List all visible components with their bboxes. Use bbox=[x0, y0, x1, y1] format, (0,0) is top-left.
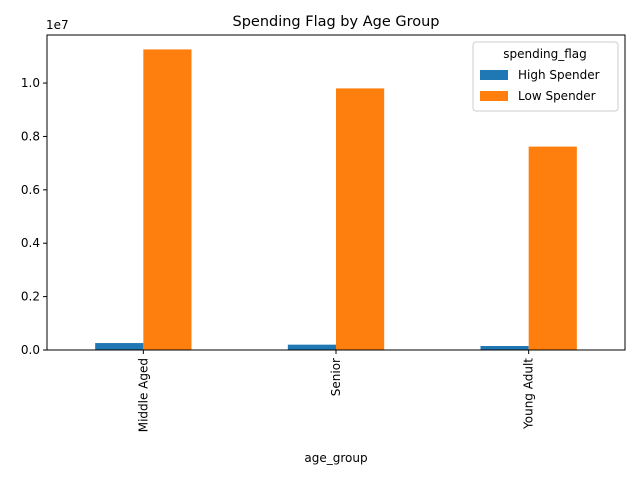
bar-high-spender-middle-aged bbox=[95, 343, 144, 350]
legend-label: High Spender bbox=[518, 68, 600, 82]
legend-box bbox=[472, 41, 619, 112]
legend: spending_flag High Spender Low Spender bbox=[472, 41, 619, 112]
plot-area-frame bbox=[46, 34, 626, 351]
bars-group bbox=[95, 49, 577, 351]
y-axis-ticks: 0.0 0.2 0.4 0.6 0.8 1.0 bbox=[21, 76, 47, 357]
chart-title: Spending Flag by Age Group bbox=[232, 14, 439, 30]
legend-label: Low Spender bbox=[518, 89, 596, 103]
y-offset-label: 1e7 bbox=[46, 18, 69, 32]
bar-low-spender-senior bbox=[336, 88, 385, 350]
x-axis-label: age_group bbox=[304, 451, 367, 465]
legend-title: spending_flag bbox=[503, 47, 587, 61]
bar-low-spender-young-adult bbox=[528, 146, 577, 350]
y-tick-label: 0.2 bbox=[21, 290, 40, 304]
legend-swatch bbox=[480, 91, 508, 101]
y-tick-label: 1.0 bbox=[21, 76, 40, 90]
x-tick-label: Senior bbox=[329, 358, 343, 396]
bar-high-spender-young-adult bbox=[480, 346, 529, 350]
legend-entries: High Spender Low Spender bbox=[480, 68, 600, 103]
x-tick-label: Middle Aged bbox=[136, 358, 150, 432]
bar-low-spender-middle-aged bbox=[143, 49, 192, 351]
x-axis-ticks: Middle Aged Senior Young Adult bbox=[136, 350, 536, 432]
y-tick-label: 0.4 bbox=[21, 236, 40, 250]
y-tick-label: 0.8 bbox=[21, 129, 40, 143]
y-tick-label: 0.0 bbox=[21, 343, 40, 357]
bar-high-spender-senior bbox=[287, 344, 336, 350]
legend-swatch bbox=[480, 70, 508, 80]
y-tick-label: 0.6 bbox=[21, 183, 40, 197]
x-tick-label: Young Adult bbox=[522, 358, 536, 430]
